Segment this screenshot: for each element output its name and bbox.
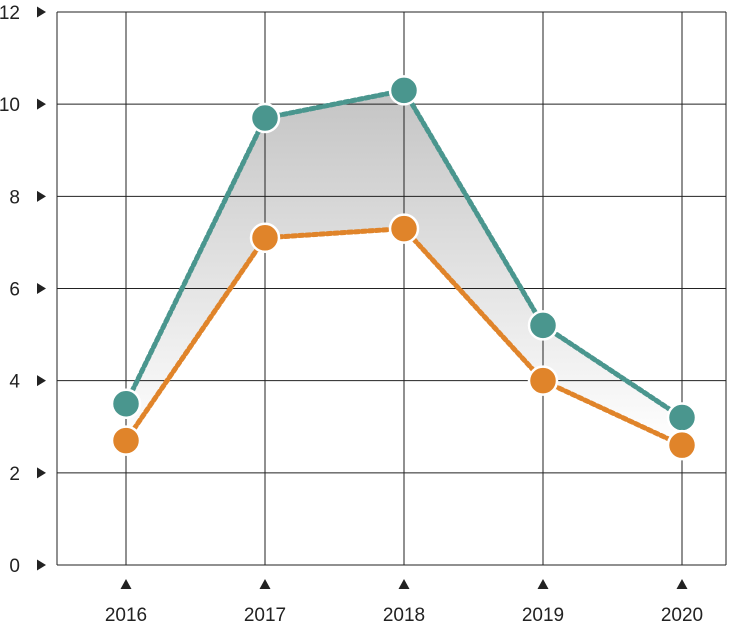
up-triangle-icon [676,579,688,589]
x-tick-label: 2019 [522,605,564,626]
up-triangle-icon [120,579,132,589]
x-tick-label: 2018 [383,605,425,626]
data-point-series-2 [666,429,698,461]
data-point-series-2 [527,365,559,396]
y-tick-label: 4 [9,372,20,393]
data-point-series-1 [110,388,142,419]
right-triangle-icon [37,283,46,294]
right-triangle-icon [37,190,46,202]
y-tick-label: 6 [9,280,20,301]
right-triangle-icon [37,559,46,571]
right-triangle-icon [37,375,46,387]
series-points [110,75,698,461]
data-point-series-1 [388,75,420,106]
up-triangle-icon [259,579,271,589]
data-point-series-1 [666,402,698,433]
y-tick-label: 8 [9,187,20,208]
data-point-series-2 [249,222,281,254]
x-tick-label: 2016 [105,605,147,626]
x-tick-label: 2020 [661,605,703,626]
gridlines [56,11,727,566]
y-tick-label: 2 [9,464,20,485]
right-triangle-icon [37,467,46,479]
data-point-series-2 [110,425,142,456]
data-point-series-2 [388,213,420,244]
y-tick-label: 12 [0,3,20,24]
x-axis-ticks: 2016 2017 2018 2019 2020 [105,579,703,626]
data-point-series-1 [527,310,559,341]
right-triangle-icon [37,98,46,110]
right-triangle-icon [37,6,46,18]
y-axis-ticks: 0 2 4 6 8 10 12 [0,3,46,577]
up-triangle-icon [398,579,410,589]
up-triangle-icon [537,579,549,589]
x-tick-label: 2017 [244,605,286,626]
y-tick-label: 10 [0,95,20,116]
data-point-series-1 [249,102,281,134]
y-tick-label: 0 [9,556,20,577]
